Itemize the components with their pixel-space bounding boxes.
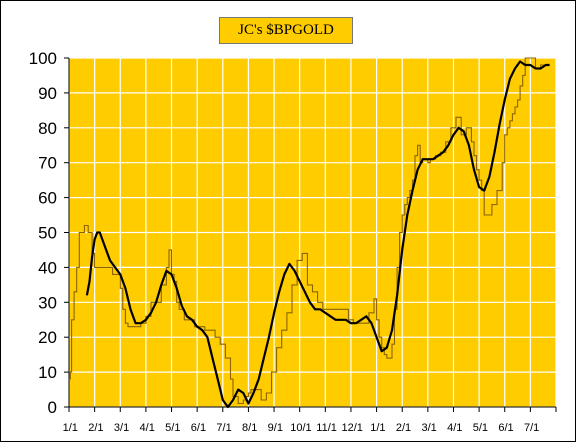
x-tick-label: 1/1 xyxy=(63,422,78,434)
x-tick-label: 5/1 xyxy=(165,422,180,434)
y-tick-label: 10 xyxy=(38,363,57,382)
x-tick-label: 5/1 xyxy=(473,422,488,434)
x-tick-label: 3/1 xyxy=(114,422,129,434)
x-tick-label: 9/1 xyxy=(268,422,283,434)
y-tick-label: 40 xyxy=(38,258,57,277)
series-raw-line xyxy=(69,57,549,405)
y-tick-label: 70 xyxy=(38,154,57,173)
x-tick-label: 2/1 xyxy=(88,422,103,434)
x-tick-label: 6/1 xyxy=(191,422,206,434)
x-tick-label: 4/1 xyxy=(140,422,155,434)
axes xyxy=(64,57,557,412)
x-tick-label: 4/1 xyxy=(447,422,462,434)
chart-title-text: JC's $BPGOLD xyxy=(238,22,334,38)
series-smooth-line xyxy=(85,60,550,409)
x-tick-label: 8/1 xyxy=(242,422,257,434)
x-tick-label: 12/1 xyxy=(342,422,363,434)
x-tick-label: 10/1 xyxy=(290,422,311,434)
x-tick-label: 2/1 xyxy=(396,422,411,434)
y-tick-label: 100 xyxy=(29,49,57,68)
x-tick-label: 3/1 xyxy=(421,422,436,434)
y-tick-label: 80 xyxy=(38,119,57,138)
x-tick-label: 7/1 xyxy=(216,422,231,434)
x-tick-labels: 1/1 2/1 3/1 4/1 5/1 6/1 7/1 8/1 9/1 10/1 11/1 12/1 1… xyxy=(63,422,540,434)
y-tick-label: 90 xyxy=(38,84,57,103)
series-lines xyxy=(69,57,550,409)
x-tick-label: 7/1 xyxy=(524,422,539,434)
y-tick-labels: 0 10 20 30 40 50 60 70 80 90 100 xyxy=(29,49,57,417)
x-tick-label: 1/1 xyxy=(370,422,385,434)
chart-title: JC's $BPGOLD xyxy=(219,17,353,44)
y-tick-label: 0 xyxy=(48,398,57,417)
y-tick-label: 30 xyxy=(38,293,57,312)
x-tick-label: 11/1 xyxy=(316,422,337,434)
y-tick-label: 50 xyxy=(38,224,57,243)
y-tick-label: 60 xyxy=(38,189,57,208)
y-tick-label: 20 xyxy=(38,328,57,347)
x-tick-label: 6/1 xyxy=(498,422,513,434)
